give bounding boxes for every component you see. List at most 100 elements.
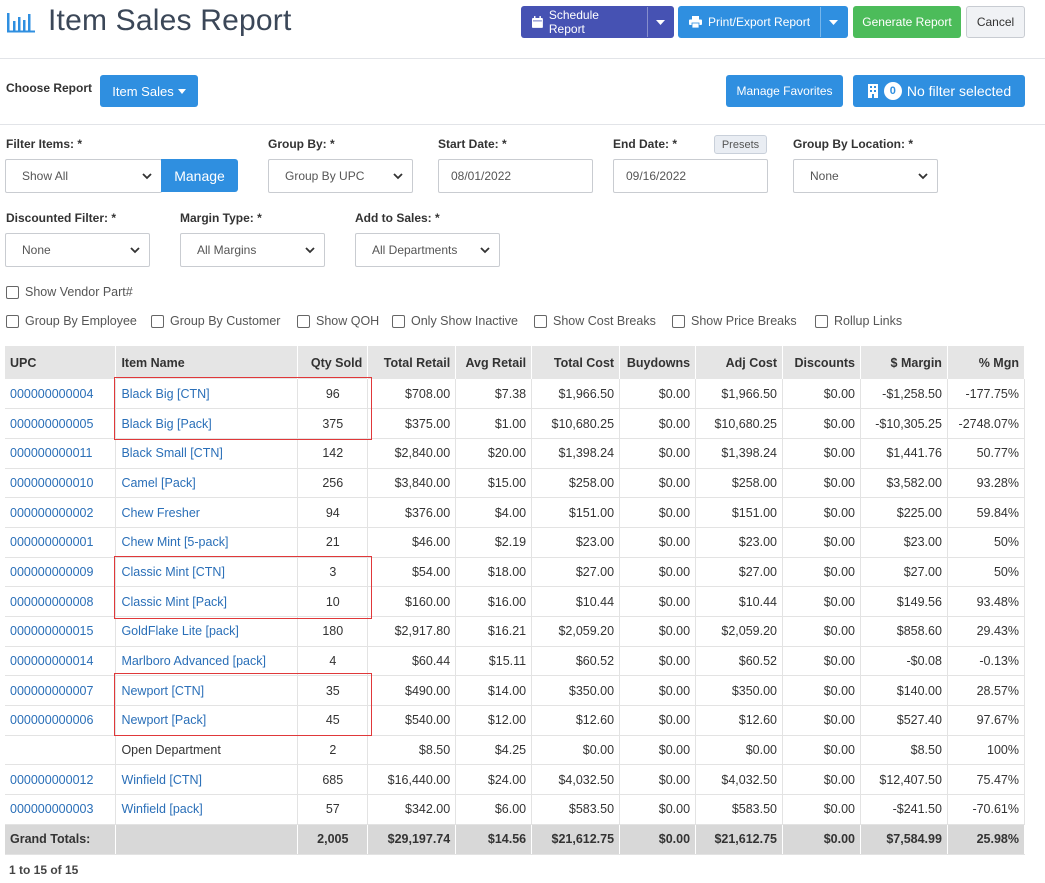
presets-button[interactable]: Presets [714, 135, 767, 154]
manage-favorites-button[interactable]: Manage Favorites [726, 75, 843, 107]
group-by-employee-checkbox[interactable]: Group By Employee [6, 314, 137, 328]
item-name-cell[interactable]: Chew Fresher [115, 497, 299, 528]
table-cell: $4.00 [455, 497, 533, 528]
print-export-button[interactable]: Print/Export Report [678, 6, 848, 38]
table-cell: $8.50 [367, 735, 457, 766]
show-cost-breaks-checkbox[interactable]: Show Cost Breaks [534, 314, 656, 328]
column-header[interactable]: % Mgn [947, 346, 1026, 379]
manage-items-button[interactable]: Manage [161, 159, 238, 192]
upc-cell[interactable]: 000000000006 [5, 705, 117, 736]
item-name-cell[interactable]: Black Big [CTN] [115, 379, 299, 410]
table-cell: $0.00 [782, 794, 861, 825]
sales-report-table: UPC Item Name Qty Sold Total Retail Avg … [5, 346, 1026, 855]
item-name-cell[interactable]: Winfield [pack] [115, 794, 299, 825]
upc-cell[interactable]: 000000000012 [5, 764, 117, 796]
column-header[interactable]: Qty Sold [297, 346, 369, 379]
item-name-cell[interactable]: Winfield [CTN] [115, 764, 299, 796]
column-header[interactable]: Total Retail [367, 346, 457, 379]
table-cell: $0.00 [619, 497, 697, 528]
end-date-input[interactable]: 09/16/2022 [613, 159, 768, 193]
group-by-select[interactable]: Group By UPC [268, 159, 413, 193]
table-cell: -70.61% [947, 794, 1026, 825]
checkbox-box[interactable] [672, 314, 685, 328]
table-cell: -0.13% [947, 646, 1026, 677]
table-cell: $60.52 [695, 646, 783, 677]
generate-report-button[interactable]: Generate Report [853, 6, 961, 38]
group-location-select[interactable]: None [793, 159, 938, 193]
add-to-sales-select[interactable]: All Departments [355, 233, 500, 267]
checkbox-box[interactable] [534, 314, 547, 328]
location-filter-button[interactable]: 0 No filter selected [853, 75, 1025, 107]
page-title: Item Sales Report [48, 4, 292, 37]
upc-cell[interactable]: 000000000008 [5, 586, 117, 617]
upc-cell[interactable]: 000000000001 [5, 527, 117, 558]
column-header[interactable]: UPC [5, 346, 117, 379]
filter-items-select[interactable]: Show All [5, 159, 162, 193]
item-name-cell[interactable]: GoldFlake Lite [pack] [115, 616, 299, 647]
upc-cell[interactable]: 000000000011 [5, 438, 117, 469]
upc-cell[interactable]: 000000000010 [5, 468, 117, 499]
table-cell: $6.00 [455, 794, 533, 825]
table-cell: $3,582.00 [860, 468, 948, 499]
item-name-cell[interactable]: Chew Mint [5-pack] [115, 527, 299, 558]
upc-cell[interactable]: 000000000014 [5, 646, 117, 677]
report-type-dropdown[interactable]: Item Sales [100, 75, 198, 107]
filter-items-label: Filter Items: * [6, 137, 83, 151]
show-qoh-checkbox[interactable]: Show QOH [297, 314, 379, 328]
upc-cell[interactable]: 000000000003 [5, 794, 117, 825]
table-cell: $376.00 [367, 497, 457, 528]
schedule-dropdown-toggle[interactable] [647, 7, 673, 37]
schedule-report-button[interactable]: Schedule Report [521, 6, 674, 38]
discounted-filter-select[interactable]: None [5, 233, 150, 267]
upc-cell[interactable]: 000000000009 [5, 557, 117, 588]
margin-type-select[interactable]: All Margins [180, 233, 325, 267]
checkbox-box[interactable] [815, 314, 828, 328]
item-name-cell[interactable]: Newport [CTN] [115, 675, 299, 707]
table-cell: $2.19 [455, 527, 533, 558]
column-header[interactable]: Adj Cost [695, 346, 783, 379]
table-cell: $15.11 [455, 646, 533, 677]
group-by-customer-checkbox[interactable]: Group By Customer [151, 314, 280, 328]
group-by-value: Group By UPC [285, 169, 365, 183]
table-cell: 93.48% [947, 586, 1026, 617]
table-cell: $2,059.20 [695, 616, 783, 647]
upc-cell[interactable]: 000000000002 [5, 497, 117, 528]
table-cell: $16.21 [455, 616, 533, 647]
rollup-links-checkbox[interactable]: Rollup Links [815, 314, 902, 328]
item-name-cell[interactable]: Classic Mint [Pack] [115, 586, 299, 617]
table-cell: $0.00 [782, 735, 861, 766]
column-header[interactable]: Total Cost [531, 346, 621, 379]
cancel-button[interactable]: Cancel [966, 6, 1025, 38]
show-vendor-part-checkbox[interactable]: Show Vendor Part# [6, 285, 133, 299]
item-name-cell[interactable]: Camel [Pack] [115, 468, 299, 499]
upc-cell[interactable]: 000000000015 [5, 616, 117, 647]
item-name-cell[interactable]: Classic Mint [CTN] [115, 557, 299, 588]
checkbox-box[interactable] [6, 314, 19, 328]
upc-cell[interactable]: 000000000004 [5, 379, 117, 410]
table-cell: $0.00 [782, 468, 861, 499]
checkbox-box[interactable] [6, 285, 19, 299]
upc-cell[interactable]: 000000000005 [5, 408, 117, 439]
item-name-cell[interactable]: Newport [Pack] [115, 705, 299, 736]
item-name-cell[interactable]: Black Small [CTN] [115, 438, 299, 469]
table-row: 000000000007 Newport [CTN] 35 $490.00 $14.00… [5, 675, 1026, 707]
table-cell: $2,840.00 [367, 438, 457, 469]
item-name-cell[interactable]: Black Big [Pack] [115, 408, 299, 439]
caret-down-icon [656, 19, 666, 25]
start-date-input[interactable]: 08/01/2022 [438, 159, 593, 193]
checkbox-box[interactable] [297, 314, 310, 328]
show-price-breaks-checkbox[interactable]: Show Price Breaks [672, 314, 797, 328]
column-header[interactable]: Item Name [115, 346, 299, 379]
checkbox-label: Show Vendor Part# [25, 285, 133, 299]
table-cell: $1,398.24 [531, 438, 621, 469]
item-name-cell[interactable]: Marlboro Advanced [pack] [115, 646, 299, 677]
column-header[interactable]: Discounts [782, 346, 861, 379]
column-header[interactable]: $ Margin [860, 346, 948, 379]
checkbox-box[interactable] [392, 314, 405, 328]
print-dropdown-toggle[interactable] [820, 7, 846, 37]
column-header[interactable]: Avg Retail [455, 346, 533, 379]
upc-cell[interactable]: 000000000007 [5, 675, 117, 707]
checkbox-box[interactable] [151, 314, 164, 328]
column-header[interactable]: Buydowns [619, 346, 697, 379]
only-show-inactive-checkbox[interactable]: Only Show Inactive [392, 314, 518, 328]
